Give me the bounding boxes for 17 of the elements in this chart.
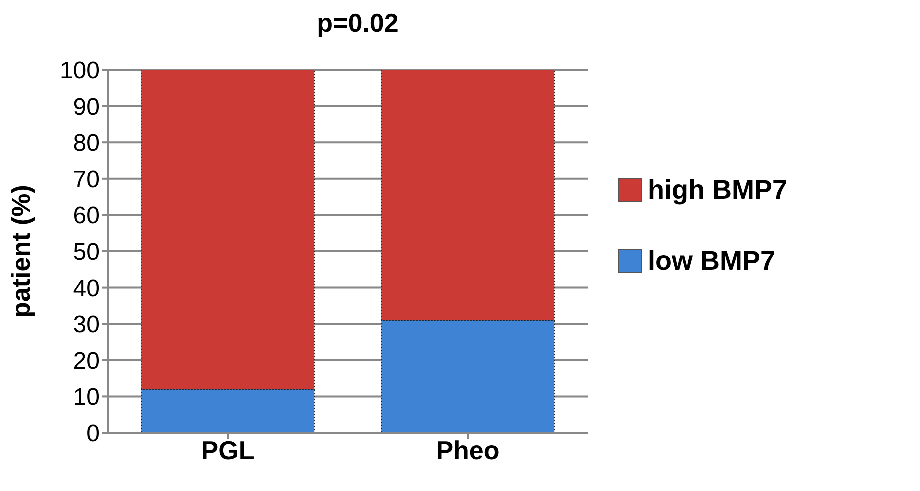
y-tick-label: 30: [73, 312, 100, 339]
y-tick-label: 80: [73, 130, 100, 158]
chart-title: p=0.02: [316, 8, 400, 39]
legend-label: low BMP7: [648, 246, 776, 276]
y-tick-label: 40: [73, 275, 100, 302]
y-tick-label: 70: [73, 166, 100, 194]
y-axis-title: patient (%): [6, 185, 36, 318]
y-tick-label: 0: [86, 420, 100, 448]
text: high BMP7: [648, 174, 788, 206]
y-tick-label: 20: [73, 348, 100, 375]
y-tick-label: 10: [73, 384, 100, 412]
y-tick-label: 100: [60, 58, 100, 85]
x-tick-label: PGL: [201, 435, 255, 466]
y-tick-label: 60: [73, 202, 100, 230]
x-tick-label: Pheo: [436, 435, 500, 466]
y-tick-label: 90: [73, 94, 100, 121]
y-tick-label: 50: [73, 239, 100, 266]
